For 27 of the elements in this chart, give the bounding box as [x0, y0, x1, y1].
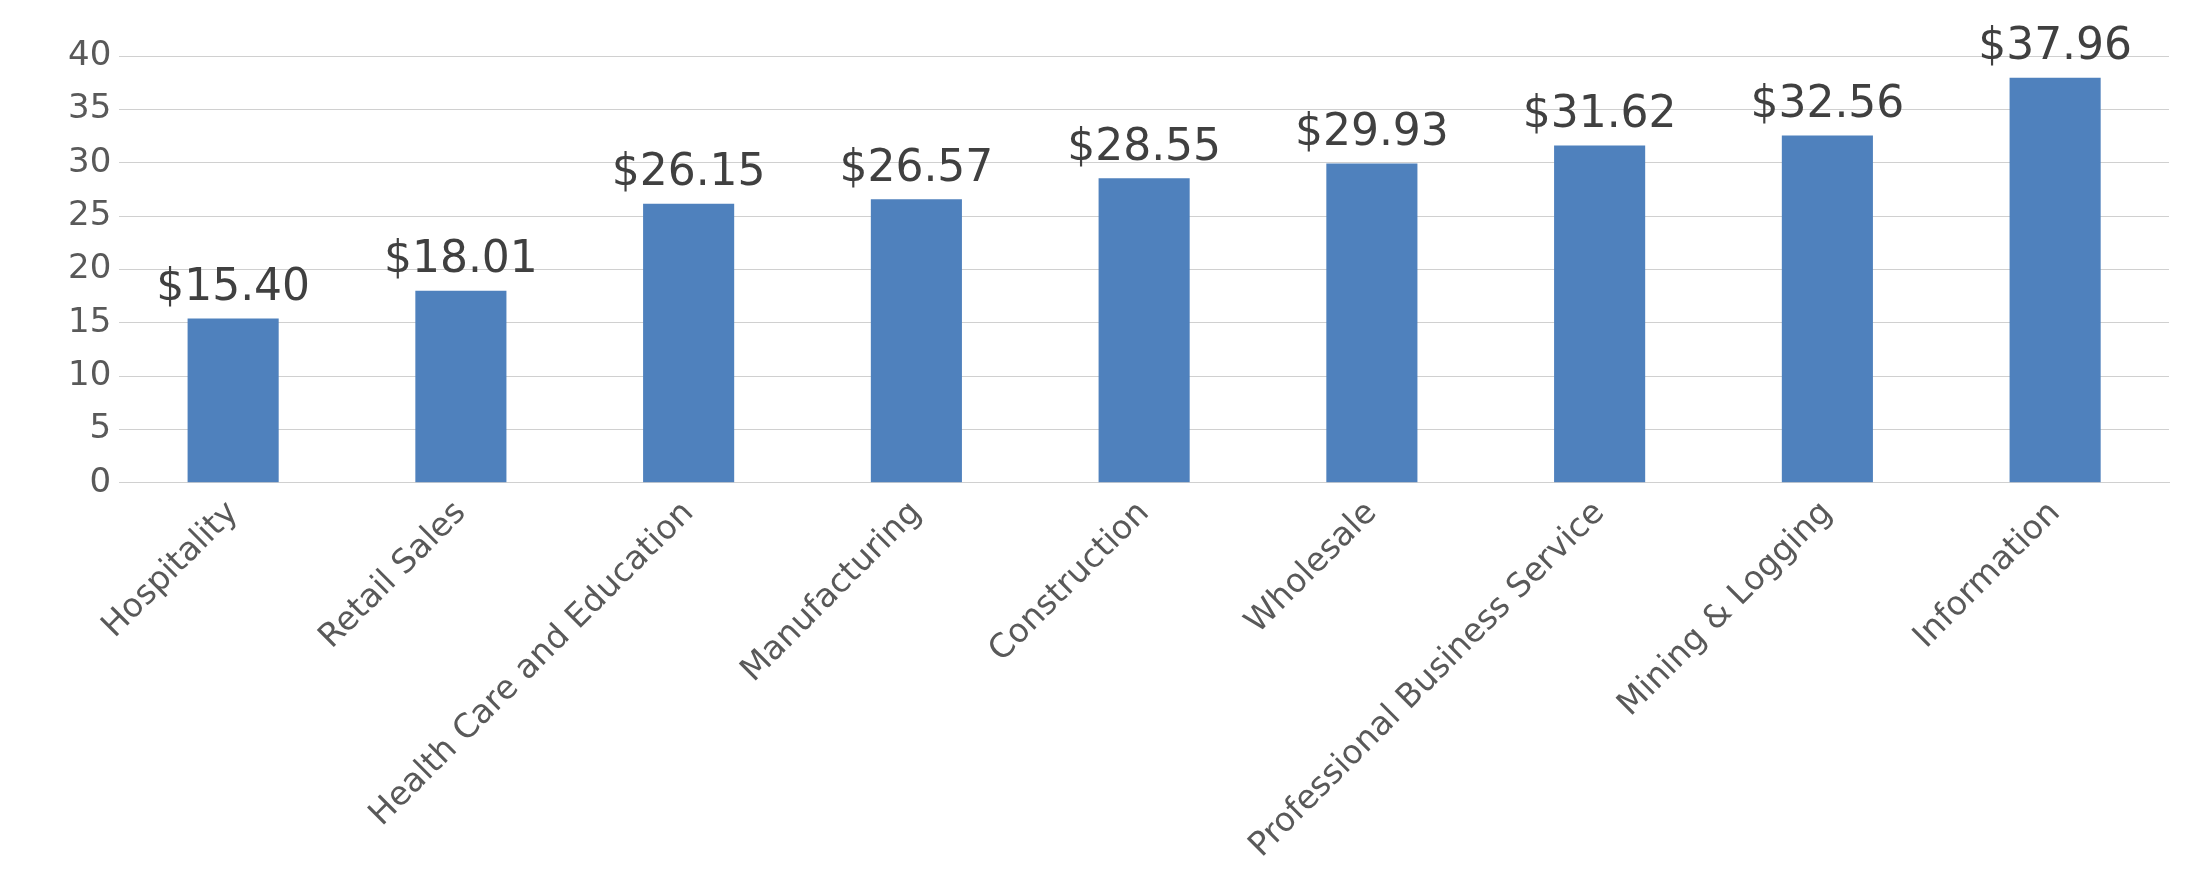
- y-tick-label: 0: [89, 459, 112, 500]
- data-label: $37.96: [1978, 18, 2133, 70]
- bar: [415, 290, 507, 483]
- data-label: $29.93: [1294, 103, 1449, 155]
- bar: [1554, 145, 1646, 483]
- y-tick-label: 30: [68, 139, 112, 180]
- y-tick-label: 15: [68, 299, 112, 340]
- data-label: $26.57: [839, 139, 994, 191]
- bar: [187, 318, 279, 483]
- bar: [643, 203, 735, 483]
- bar: [1326, 163, 1418, 483]
- y-tick-label: 35: [68, 86, 112, 127]
- y-tick-label: 5: [89, 406, 112, 447]
- y-tick-label: 25: [68, 192, 112, 233]
- data-label: $15.40: [156, 258, 311, 310]
- data-label: $18.01: [383, 231, 538, 283]
- bar: [1781, 135, 1873, 483]
- y-tick-label: 40: [68, 32, 112, 73]
- bar: [2009, 77, 2101, 483]
- data-label: $28.55: [1067, 118, 1222, 170]
- data-label: $31.62: [1522, 85, 1677, 137]
- y-tick-label: 20: [68, 246, 112, 287]
- data-label: $32.56: [1750, 75, 1905, 127]
- bar: [1098, 178, 1190, 483]
- y-tick-label: 10: [68, 352, 112, 393]
- bar: [870, 199, 962, 483]
- data-label: $26.15: [611, 144, 766, 196]
